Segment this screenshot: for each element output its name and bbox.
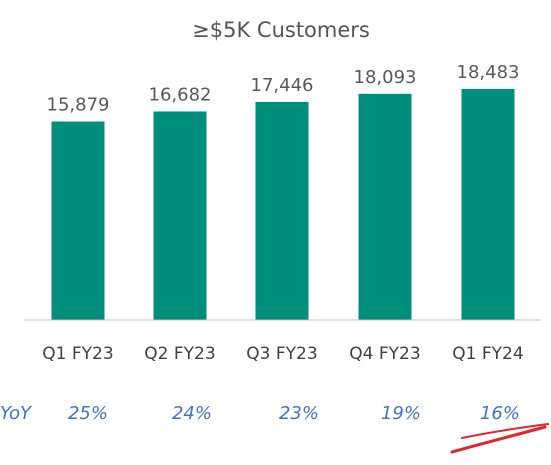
yoy-value-2: 24% xyxy=(172,403,212,424)
category-label-2: Q2 FY23 xyxy=(144,344,215,364)
bar-4 xyxy=(358,93,412,321)
red-underline-stroke-1 xyxy=(450,425,547,454)
yoy-value-5: 16% xyxy=(480,403,520,424)
data-label-5: 18,483 xyxy=(457,62,520,83)
category-label-3: Q3 FY23 xyxy=(246,344,317,364)
category-label-4: Q4 FY23 xyxy=(349,344,420,364)
yoy-value-1: 25% xyxy=(68,403,108,424)
x-axis-labels: Q1 FY23 Q2 FY23 Q3 FY23 Q4 FY23 Q1 FY24 xyxy=(42,344,523,364)
category-label-5: Q1 FY24 xyxy=(452,344,523,364)
bar-5 xyxy=(461,88,515,321)
category-label-1: Q1 FY23 xyxy=(42,344,113,364)
chart-title: ≥$5K Customers xyxy=(192,18,370,42)
data-label-3: 17,446 xyxy=(251,75,314,96)
bar-group: 15,879 16,682 17,446 18,093 18,483 xyxy=(47,62,520,321)
red-underline-annotation xyxy=(450,423,549,454)
yoy-row-label: YoY xyxy=(0,403,33,424)
yoy-value-3: 23% xyxy=(279,403,319,424)
data-label-4: 18,093 xyxy=(354,67,417,88)
red-underline-stroke-2 xyxy=(461,423,549,439)
bar-2 xyxy=(153,111,207,320)
data-label-2: 16,682 xyxy=(149,84,212,105)
bar-3 xyxy=(255,101,309,320)
yoy-value-4: 19% xyxy=(381,403,421,424)
bar-1 xyxy=(51,121,105,320)
yoy-values: 25% 24% 23% 19% 16% xyxy=(68,403,520,424)
data-label-1: 15,879 xyxy=(47,95,110,116)
